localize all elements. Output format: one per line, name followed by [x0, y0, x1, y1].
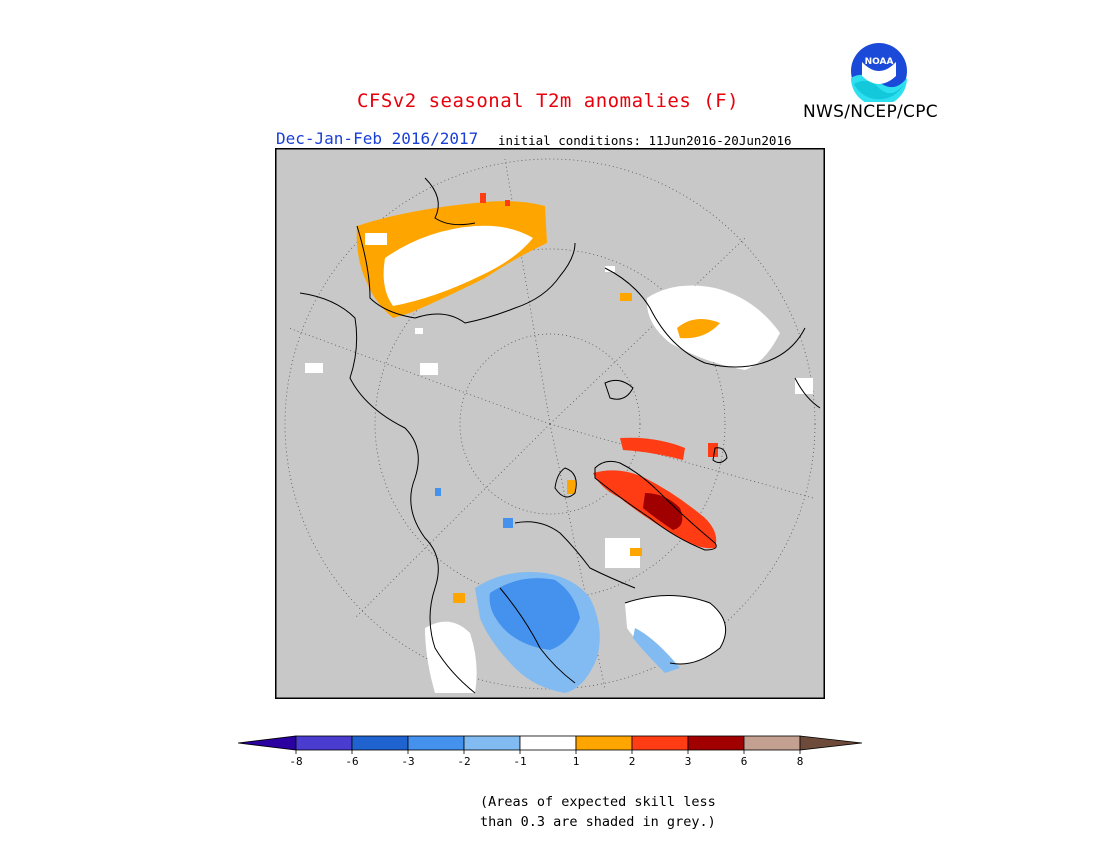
colorbar-tick-label: 3: [685, 755, 692, 768]
colorbar-tick-label: -6: [345, 755, 358, 768]
colorbar-segment: [687, 735, 745, 751]
skill-footnote: (Areas of expected skill less than 0.3 a…: [480, 792, 716, 832]
colorbar-tick-label: 2: [629, 755, 636, 768]
colorbar-tick-label: 1: [573, 755, 580, 768]
colorbar-tick-label: -8: [289, 755, 302, 768]
noaa-logo: NOAA: [849, 41, 909, 102]
colorbar-arrow-low: [238, 735, 297, 751]
footnote-line-2: than 0.3 are shaded in grey.): [480, 814, 716, 830]
agency-label: NWS/NCEP/CPC: [803, 102, 938, 122]
season-label: Dec-Jan-Feb 2016/2017: [276, 129, 479, 148]
colorbar-arrow-high: [799, 735, 862, 751]
eurasia-anomaly-region: [356, 193, 615, 334]
initial-conditions-label: initial conditions: 11Jun2016-20Jun2016: [498, 133, 792, 148]
greenland-anomaly-region: [567, 437, 718, 549]
beringia-anomaly-region: [305, 285, 813, 394]
colorbar-segment: [743, 735, 801, 751]
colorbar-tick-label: 6: [741, 755, 748, 768]
colorbar-segment: [463, 735, 521, 751]
colorbar-segment: [519, 735, 577, 751]
noaa-logo-text: NOAA: [865, 57, 894, 67]
colorbar-segment: [407, 735, 465, 751]
colorbar-segment: [631, 735, 689, 751]
colorbar-segment: [575, 735, 633, 751]
colorbar-tick-label: 8: [797, 755, 804, 768]
colorbar-segment: [295, 735, 353, 751]
colorbar-segment: [351, 735, 409, 751]
chart-title: CFSv2 seasonal T2m anomalies (F): [356, 90, 740, 112]
map-frame: [275, 148, 825, 699]
footnote-line-1: (Areas of expected skill less: [480, 794, 716, 810]
colorbar-tick-label: -3: [401, 755, 414, 768]
color-bar: -8 -6 -3 -2 -1 1 2 3 6 8: [238, 735, 862, 768]
colorbar-tick-label: -2: [457, 755, 470, 768]
coastlines: [299, 177, 821, 694]
colorbar-tick-label: -1: [513, 755, 526, 768]
polar-map: [275, 148, 825, 699]
north-america-anomaly-region: [425, 488, 726, 693]
